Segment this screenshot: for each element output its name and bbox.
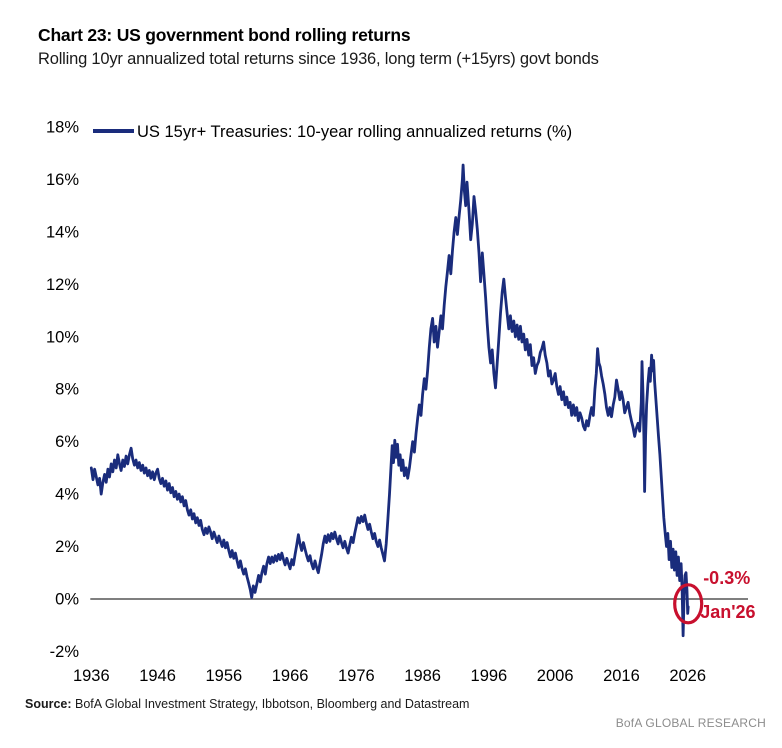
y-tick-label: 0%	[55, 590, 79, 608]
x-tick-label: 1966	[272, 667, 309, 685]
y-tick-label: 12%	[46, 276, 79, 294]
y-tick-label: 4%	[55, 486, 79, 504]
y-tick-label: 18%	[46, 119, 79, 137]
x-tick-label: 2006	[537, 667, 574, 685]
chart-title: Chart 23: US government bond rolling ret…	[38, 25, 411, 45]
plot-area: 18% 16% 14% 12% 10% 8% 6% 4% 2% 0% -2% 1936 1946 1956…	[46, 119, 748, 685]
x-tick-label: 1936	[73, 667, 110, 685]
x-tick-label: 2016	[603, 667, 640, 685]
y-tick-label: 6%	[55, 433, 79, 451]
brand-mark: BofA GLOBAL RESEARCH	[615, 716, 766, 730]
x-tick-label: 1946	[139, 667, 176, 685]
annotation-date-label: Jan'26	[700, 602, 755, 622]
x-tick-label: 1996	[471, 667, 508, 685]
source-text: BofA Global Investment Strategy, Ibbotso…	[71, 697, 470, 711]
y-tick-label: 2%	[55, 538, 79, 556]
annotation-circle	[673, 583, 704, 625]
x-tick-label: 1956	[205, 667, 242, 685]
y-tick-label: 10%	[46, 328, 79, 346]
source-label: Source:	[25, 697, 72, 711]
x-tick-label: 1986	[404, 667, 441, 685]
y-tick-label: -2%	[50, 643, 80, 661]
y-tick-label: 14%	[46, 223, 79, 241]
legend-label: US 15yr+ Treasuries: 10-year rolling ann…	[137, 123, 572, 141]
y-tick-label: 8%	[55, 381, 79, 399]
annotation-value-label: -0.3%	[703, 568, 750, 588]
source-line: Source: BofA Global Investment Strategy,…	[25, 697, 469, 711]
x-tick-label: 1976	[338, 667, 375, 685]
chart-subtitle: Rolling 10yr annualized total returns si…	[38, 50, 599, 68]
y-tick-label: 16%	[46, 171, 79, 189]
series-line	[89, 163, 690, 638]
x-tick-label: 2026	[669, 667, 706, 685]
